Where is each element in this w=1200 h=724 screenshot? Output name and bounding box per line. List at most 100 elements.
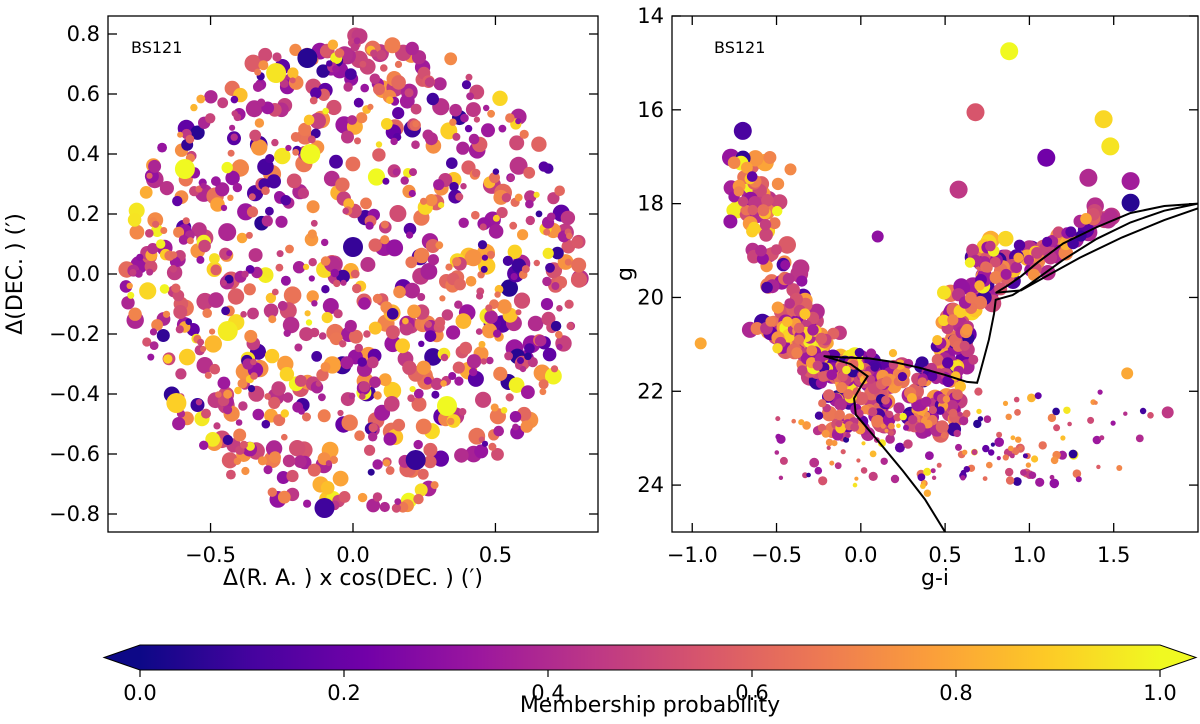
cmd-y-tick-label: 16 <box>637 98 664 122</box>
cmd-point <box>850 422 859 432</box>
sky-point <box>515 309 522 316</box>
sky-point <box>315 380 322 387</box>
sky-point <box>345 156 361 172</box>
sky-point <box>466 354 482 369</box>
sky-point <box>310 219 318 227</box>
sky-point <box>244 54 262 72</box>
cmd-point <box>1099 435 1105 441</box>
cmd-point <box>772 205 783 217</box>
sky-point <box>204 335 222 353</box>
sky-point <box>220 204 228 212</box>
sky-point <box>386 239 404 257</box>
cmd-point-bright <box>1161 406 1174 419</box>
sky-point <box>149 341 159 350</box>
sky-point <box>285 144 292 152</box>
sky-point <box>454 278 466 291</box>
sky-point <box>321 238 329 247</box>
sky-point <box>294 374 307 387</box>
sky-point <box>424 77 435 88</box>
sky-point <box>268 315 277 324</box>
sky-point <box>425 194 438 207</box>
cmd-point <box>852 482 858 488</box>
cmd-point <box>1005 467 1014 477</box>
cmd-frame <box>671 15 1199 533</box>
cmd-point <box>973 419 982 429</box>
cmd-point <box>961 323 973 336</box>
cmd-point <box>947 314 959 326</box>
sky-point <box>368 423 378 433</box>
sky-point <box>502 255 513 266</box>
sky-point <box>311 351 323 362</box>
cmd-point <box>1038 441 1047 450</box>
sky-point <box>367 168 386 186</box>
sky-point <box>272 52 282 62</box>
sky-point <box>332 65 340 73</box>
cmd-point <box>953 429 961 438</box>
cmd-point <box>893 413 902 422</box>
cmd-point <box>896 423 901 429</box>
cmd-point <box>1042 236 1053 247</box>
cmd-point-bright <box>966 103 985 122</box>
sky-point <box>348 392 356 400</box>
cmd-point <box>771 301 784 314</box>
cmd-point <box>983 415 992 424</box>
sky-point <box>330 268 340 278</box>
cmd-point <box>962 409 971 418</box>
cmd-point <box>784 298 795 309</box>
cmd-point-bright <box>1079 168 1098 187</box>
cmd-point <box>770 244 782 256</box>
sky-point <box>279 367 295 382</box>
sky-point <box>279 79 289 88</box>
sky-point <box>454 300 463 309</box>
sky-point <box>554 185 565 197</box>
cmd-point <box>880 457 888 465</box>
sky-point <box>263 268 273 279</box>
cmd-point-bright <box>1121 367 1134 380</box>
sky-point <box>227 194 234 201</box>
sky-point <box>341 414 358 431</box>
sky-point <box>129 269 137 276</box>
sky-point <box>508 377 525 393</box>
sky-point <box>236 232 248 244</box>
sky-point <box>427 254 439 266</box>
cmd-point <box>982 262 993 273</box>
sky-point <box>465 73 473 81</box>
cmd-point <box>1010 261 1023 274</box>
sky-y-tick-label: 0.8 <box>67 22 100 46</box>
cmd-point <box>932 335 943 346</box>
cmd-point <box>775 416 781 422</box>
colorbar-ticks: 0.0 0.2 0.4 0.6 0.8 1.0 <box>123 670 1177 705</box>
cmd-point <box>1052 226 1065 238</box>
sky-point <box>380 235 390 245</box>
sky-point <box>493 366 508 381</box>
sky-point <box>521 385 535 399</box>
sky-point <box>551 282 560 290</box>
sky-point <box>432 450 449 467</box>
sky-point <box>308 275 315 282</box>
sky-point <box>477 271 485 279</box>
sky-point <box>545 262 555 273</box>
sky-point <box>454 448 469 463</box>
sky-point <box>358 297 371 310</box>
sky-point <box>129 224 145 240</box>
sky-point <box>276 250 284 258</box>
sky-point <box>392 168 401 176</box>
sky-point <box>218 223 237 242</box>
cmd-point-bright <box>1101 137 1120 156</box>
cmd-point <box>1116 465 1123 471</box>
cmd-point <box>1012 477 1022 486</box>
sky-point <box>483 104 490 112</box>
sky-point <box>148 159 162 173</box>
sky-point <box>309 327 320 338</box>
cmd-point <box>806 345 818 356</box>
cmd-point <box>931 353 944 366</box>
sky-point <box>289 440 306 457</box>
sky-point <box>425 239 440 253</box>
cmd-point <box>799 308 811 320</box>
sky-point <box>292 261 306 274</box>
cmd-point <box>1147 412 1154 419</box>
sky-point <box>486 356 494 365</box>
cmd-point <box>1060 435 1066 441</box>
sky-point <box>245 441 255 451</box>
